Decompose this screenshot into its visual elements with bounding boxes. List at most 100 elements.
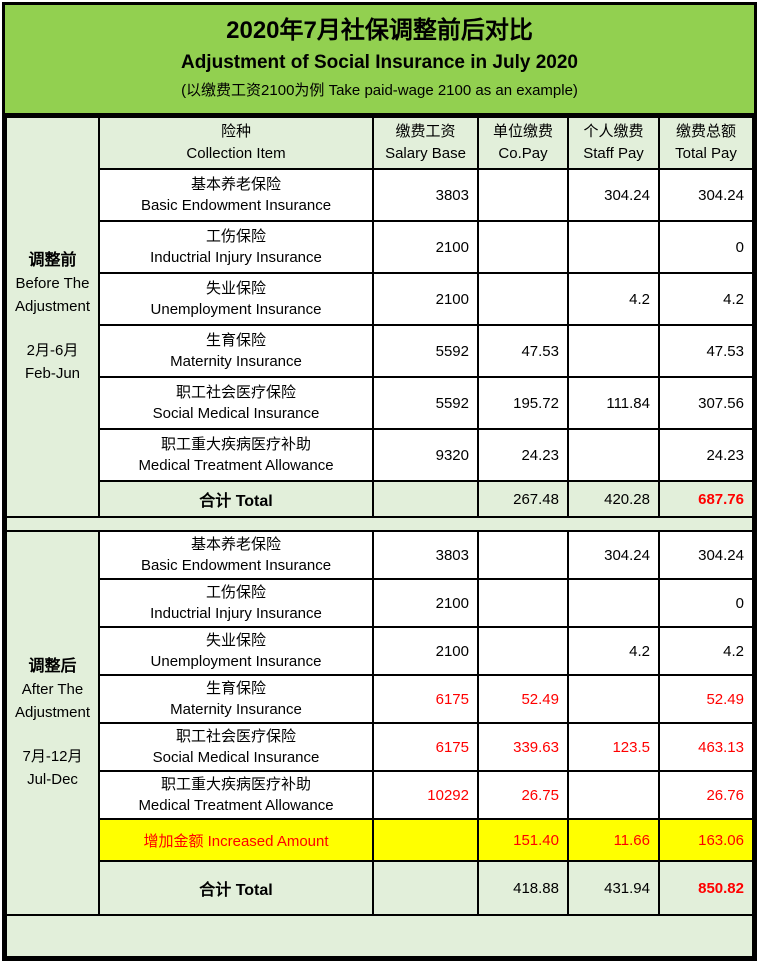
- co-pay-cell: [477, 168, 569, 223]
- table-row: 职工社会医疗保险 Social Medical Insurance 5592 1…: [6, 376, 754, 431]
- section-before-label-cell: 调整前 Before The Adjustment 2月-6月 Feb-Jun: [5, 116, 100, 519]
- item-en: Basic Endowment Insurance: [140, 557, 332, 575]
- section-after-label-en1: After The: [21, 681, 84, 699]
- title-chinese: 2020年7月社保调整前后对比: [226, 17, 533, 44]
- total-co-pay-cell: 418.88: [477, 860, 569, 917]
- total-label-cell: 合计 Total: [98, 860, 374, 917]
- co-pay-cell: [477, 272, 569, 327]
- salary-base-cell: 2100: [372, 578, 479, 629]
- divider-cell: [5, 516, 754, 533]
- item-zh: 基本养老保险: [190, 536, 281, 554]
- salary-base-cell: 3803: [372, 168, 479, 223]
- increased-amount-label-cell: 增加金额 Increased Amount: [98, 818, 374, 863]
- total-co-pay-cell: 267.48: [477, 480, 569, 519]
- section-before-label-en2: Adjustment: [14, 297, 91, 315]
- staff-pay-cell: 304.24: [567, 168, 660, 223]
- item-zh: 职工社会医疗保险: [175, 728, 296, 746]
- item-name-cell: 生育保险 Maternity Insurance: [98, 674, 374, 725]
- co-pay-cell: 339.63: [477, 722, 569, 773]
- item-en: Social Medical Insurance: [152, 405, 320, 423]
- salary-base-cell: 2100: [372, 626, 479, 677]
- total-staff-pay-cell: 431.94: [567, 860, 660, 917]
- title-block: 2020年7月社保调整前后对比 Adjustment of Social Ins…: [5, 5, 754, 117]
- co-pay-cell: 24.23: [477, 428, 569, 483]
- column-header-copay: 单位缴费 Co.Pay: [477, 116, 569, 171]
- co-pay-cell: [477, 578, 569, 629]
- total-pay-cell: 0: [658, 578, 754, 629]
- total-pay-cell: 307.56: [658, 376, 754, 431]
- column-header-item-zh: 险种: [220, 123, 251, 141]
- total-pay-cell: 26.76: [658, 770, 754, 821]
- table-row: 工伤保险 Inductrial Injury Insurance 2100 0: [6, 220, 754, 275]
- salary-base-cell: 3803: [372, 530, 479, 581]
- item-en: Inductrial Injury Insurance: [150, 249, 322, 267]
- staff-pay-cell: 304.24: [567, 530, 660, 581]
- total-pay-cell: 47.53: [658, 324, 754, 379]
- item-en: Medical Treatment Allowance: [138, 457, 334, 475]
- item-en: Medical Treatment Allowance: [138, 797, 334, 815]
- staff-pay-cell: 4.2: [567, 272, 660, 327]
- increased-total-pay-cell: 163.06: [658, 818, 754, 863]
- table-row: 工伤保险 Inductrial Injury Insurance 2100 0: [6, 578, 754, 629]
- item-name-cell: 工伤保险 Inductrial Injury Insurance: [98, 220, 374, 275]
- column-header-copay-en: Co.Pay: [498, 145, 548, 163]
- section-after-total-row: 合计 Total 418.88 431.94 850.82: [6, 860, 754, 917]
- section-after-label-cell: 调整后 After The Adjustment 7月-12月 Jul-Dec: [5, 530, 100, 917]
- table-row: 职工社会医疗保险 Social Medical Insurance 6175 3…: [6, 722, 754, 773]
- header-row: 调整前 Before The Adjustment 2月-6月 Feb-Jun …: [5, 116, 754, 519]
- section-before-total-row: 合计 Total 267.48 420.28 687.76: [6, 480, 754, 519]
- total-pay-cell: 4.2: [658, 626, 754, 677]
- bottom-strip-cell: [5, 914, 754, 959]
- total-pay-cell: 304.24: [658, 168, 754, 223]
- section-before-period-zh: 2月-6月: [26, 342, 79, 360]
- item-zh: 失业保险: [205, 280, 266, 298]
- item-en: Basic Endowment Insurance: [140, 197, 332, 215]
- column-header-total: 缴费总额 Total Pay: [658, 116, 754, 171]
- increased-co-pay-cell: 151.40: [477, 818, 569, 863]
- section-after-label-zh: 调整后: [28, 658, 77, 676]
- item-zh: 基本养老保险: [190, 176, 281, 194]
- column-header-staff-zh: 个人缴费: [583, 123, 644, 141]
- total-pay-cell: 304.24: [658, 530, 754, 581]
- total-total-pay-cell: 687.76: [658, 480, 754, 519]
- increased-salary-cell: [372, 818, 479, 863]
- item-en: Social Medical Insurance: [152, 749, 320, 767]
- item-name-cell: 失业保险 Unemployment Insurance: [98, 626, 374, 677]
- item-zh: 失业保险: [205, 632, 266, 650]
- label-spacer: [7, 318, 98, 340]
- salary-base-cell: 2100: [372, 220, 479, 275]
- salary-base-cell: 2100: [372, 272, 479, 327]
- column-header-copay-zh: 单位缴费: [492, 123, 553, 141]
- item-en: Maternity Insurance: [170, 701, 302, 719]
- item-zh: 生育保险: [205, 332, 266, 350]
- co-pay-cell: [477, 220, 569, 275]
- title-note: (以缴费工资2100为例 Take paid-wage 2100 as an e…: [181, 81, 578, 99]
- column-header-salary-zh: 缴费工资: [395, 123, 456, 141]
- section-after-period-zh: 7月-12月: [22, 748, 83, 766]
- item-name-cell: 失业保险 Unemployment Insurance: [98, 272, 374, 327]
- item-en: Unemployment Insurance: [150, 301, 322, 319]
- staff-pay-cell: [567, 578, 660, 629]
- total-pay-cell: 4.2: [658, 272, 754, 327]
- column-header-staff: 个人缴费 Staff Pay: [567, 116, 660, 171]
- total-salary-cell: [372, 860, 479, 917]
- column-header-salary: 缴费工资 Salary Base: [372, 116, 479, 171]
- column-header-staff-en: Staff Pay: [583, 145, 644, 163]
- staff-pay-cell: 4.2: [567, 626, 660, 677]
- total-salary-cell: [372, 480, 479, 519]
- item-name-cell: 生育保险 Maternity Insurance: [98, 324, 374, 379]
- table-row: 失业保险 Unemployment Insurance 2100 4.2 4.2: [6, 626, 754, 677]
- co-pay-cell: 195.72: [477, 376, 569, 431]
- table-row: 职工重大疾病医疗补助 Medical Treatment Allowance 9…: [6, 428, 754, 483]
- co-pay-cell: 26.75: [477, 770, 569, 821]
- section-before-label-zh: 调整前: [28, 252, 77, 270]
- column-header-salary-en: Salary Base: [385, 145, 466, 163]
- salary-base-cell: 6175: [372, 674, 479, 725]
- table-row: 生育保险 Maternity Insurance 5592 47.53 47.5…: [6, 324, 754, 379]
- salary-base-cell: 6175: [372, 722, 479, 773]
- item-zh: 职工社会医疗保险: [175, 384, 296, 402]
- item-en: Maternity Insurance: [170, 353, 302, 371]
- item-zh: 工伤保险: [205, 228, 266, 246]
- item-name-cell: 工伤保险 Inductrial Injury Insurance: [98, 578, 374, 629]
- item-name-cell: 职工重大疾病医疗补助 Medical Treatment Allowance: [98, 428, 374, 483]
